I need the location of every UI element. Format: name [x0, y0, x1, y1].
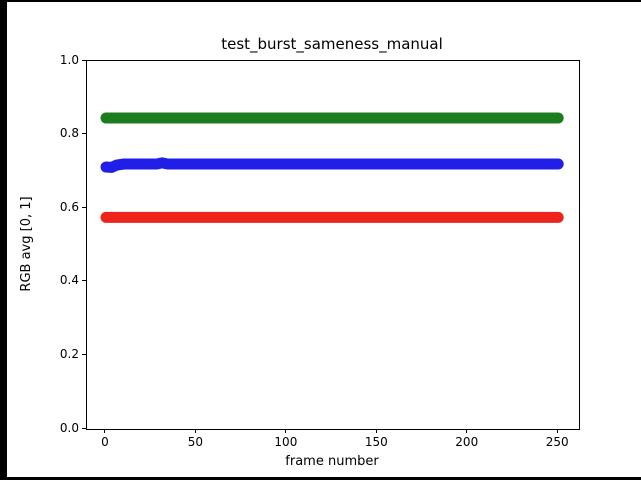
x-tick-label: 0 [101, 435, 109, 449]
x-axis-label: frame number [285, 454, 379, 469]
x-tick-label: 50 [187, 435, 204, 449]
x-tick-label: 250 [545, 435, 569, 449]
y-tick-label: 1.0 [59, 52, 79, 67]
x-tick-label: 100 [274, 435, 298, 449]
y-tick-mark [82, 427, 86, 429]
y-tick-label: 0.6 [59, 199, 79, 214]
figure-canvas: test_burst_sameness_manual RGB avg [0, 1… [7, 2, 641, 477]
plot-area [86, 60, 580, 430]
y-axis-label: RGB avg [0, 1] [19, 196, 34, 292]
x-tick-mark [556, 429, 558, 433]
x-tick-mark [194, 429, 196, 433]
x-tick-label: 200 [455, 435, 479, 449]
y-tick-mark [82, 280, 86, 282]
y-tick-mark [82, 353, 86, 355]
y-tick-mark [82, 206, 86, 208]
y-tick-mark [82, 133, 86, 135]
y-tick-label: 0.0 [59, 420, 79, 435]
x-tick-mark [466, 429, 468, 433]
blue-channel-avg-line [100, 157, 564, 173]
y-tick-label: 0.2 [59, 346, 79, 361]
x-tick-mark [104, 429, 106, 433]
x-tick-mark [285, 429, 287, 433]
x-tick-label: 150 [364, 435, 388, 449]
y-tick-label: 0.8 [59, 126, 79, 141]
y-tick-mark [82, 59, 86, 61]
chart-title: test_burst_sameness_manual [221, 35, 443, 53]
data-lines-svg [100, 112, 564, 223]
y-tick-label: 0.4 [59, 273, 79, 288]
x-tick-mark [375, 429, 377, 433]
